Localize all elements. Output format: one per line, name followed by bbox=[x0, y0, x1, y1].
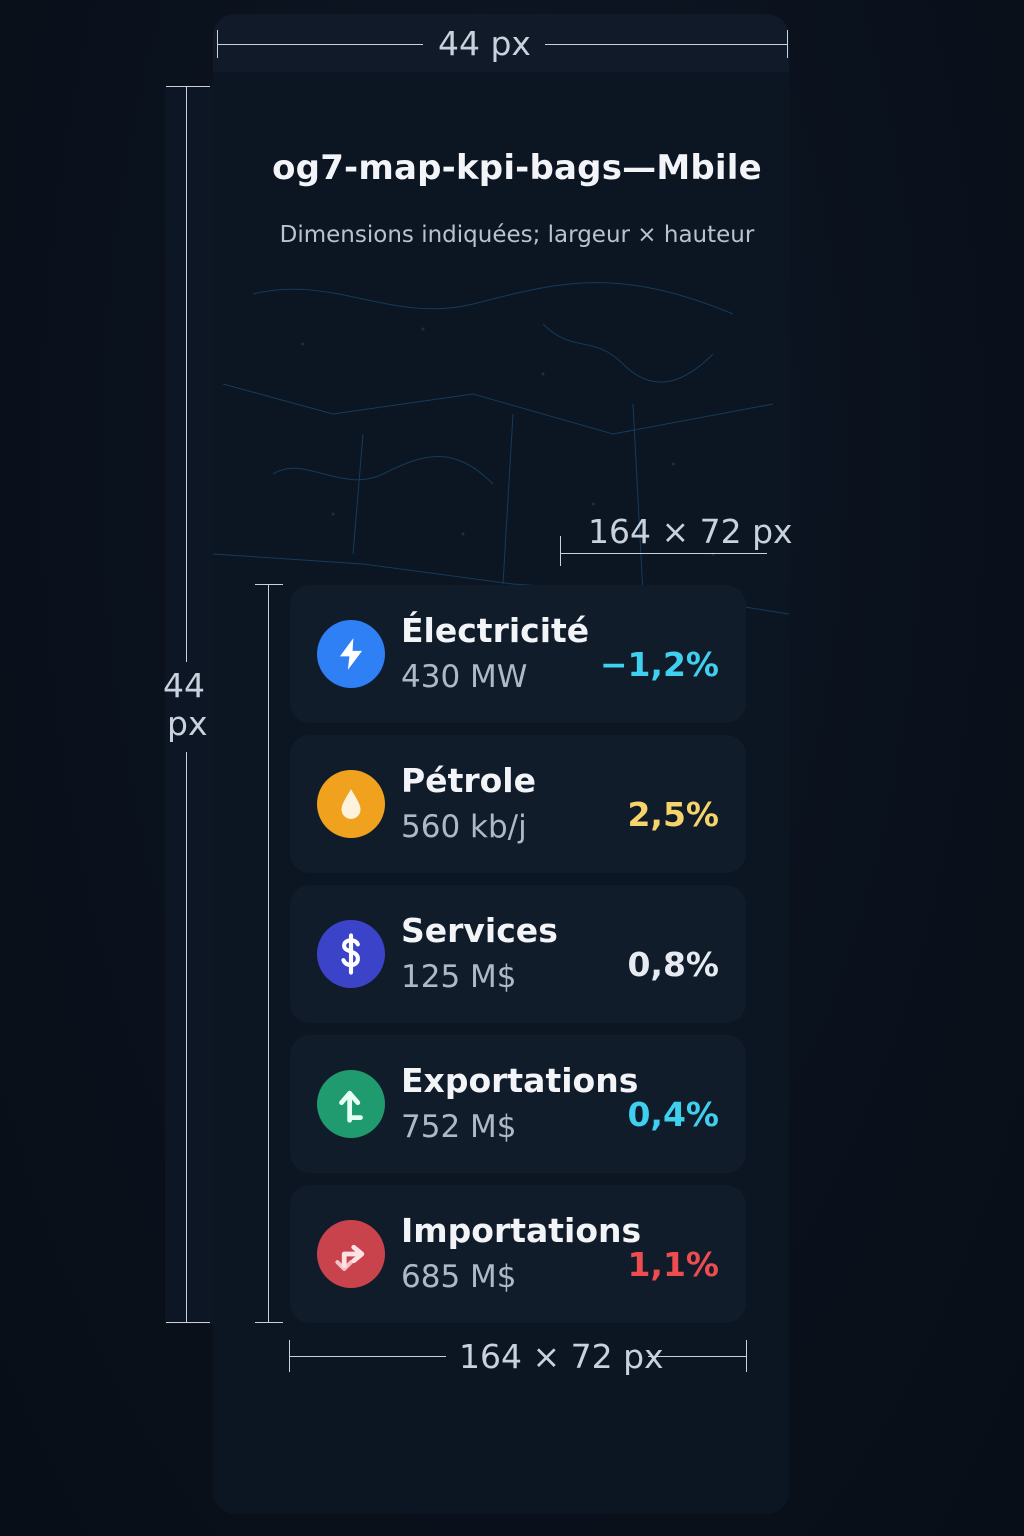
kpi-card-petrole[interactable]: Pétrole 560 kb/j 2,5% bbox=[290, 735, 746, 873]
kpi-card-importations[interactable]: Importations 685 M$ 1,1% bbox=[290, 1185, 746, 1323]
import-arrow-icon bbox=[317, 1220, 385, 1288]
cards-dimension-tick-bottom bbox=[255, 1322, 283, 1323]
left-measure-rail bbox=[165, 86, 213, 1324]
kpi-value: 685 M$ bbox=[401, 1259, 517, 1295]
kpi-change: 0,8% bbox=[627, 945, 719, 984]
card-size-label-top: 164 × 72 px bbox=[588, 512, 793, 551]
left-dimension-value: 44 bbox=[163, 666, 205, 705]
left-dimension-line-bottom bbox=[186, 752, 187, 1322]
kpi-label: Importations bbox=[401, 1211, 642, 1250]
kpi-label: Exportations bbox=[401, 1061, 639, 1100]
kpi-change: 0,4% bbox=[627, 1095, 719, 1134]
kpi-card-services[interactable]: Services 125 M$ 0,8% bbox=[290, 885, 746, 1023]
kpi-value: 125 M$ bbox=[401, 959, 517, 995]
bottom-dimension-line-left bbox=[289, 1356, 446, 1357]
left-dimension-tick-bottom bbox=[166, 1322, 210, 1323]
kpi-label: Pétrole bbox=[401, 761, 536, 800]
kpi-card-list: Électricité 430 MW −1,2% Pétrole 560 kb/… bbox=[290, 585, 746, 1335]
bottom-dimension-line-right bbox=[648, 1356, 747, 1357]
kpi-change: −1,2% bbox=[599, 645, 719, 684]
card-size-label-bottom: 164 × 72 px bbox=[459, 1337, 664, 1376]
bottom-dimension-tick-left bbox=[289, 1340, 290, 1372]
cards-dimension-line bbox=[268, 584, 269, 1322]
kpi-value: 560 kb/j bbox=[401, 809, 527, 845]
card-size-line-top bbox=[560, 553, 767, 554]
left-dimension-line-top bbox=[186, 86, 187, 662]
export-arrow-icon bbox=[317, 1070, 385, 1138]
page-subtitle: Dimensions indiquées; largeur × hauteur bbox=[279, 222, 755, 248]
card-size-tick-top bbox=[560, 536, 561, 566]
page-title: og7-map-kpi-bags—Mbile bbox=[272, 148, 762, 188]
lightning-icon bbox=[317, 620, 385, 688]
kpi-label: Services bbox=[401, 911, 558, 950]
top-dimension-tick-left bbox=[217, 30, 218, 58]
kpi-change: 1,1% bbox=[627, 1245, 719, 1284]
kpi-value: 430 MW bbox=[401, 659, 528, 695]
kpi-card-electricite[interactable]: Électricité 430 MW −1,2% bbox=[290, 585, 746, 723]
top-dimension-line-left bbox=[217, 44, 423, 45]
top-dimension-tick-right bbox=[787, 30, 788, 58]
left-dimension-unit: px bbox=[167, 704, 208, 743]
bottom-dimension-tick-right bbox=[746, 1340, 747, 1372]
top-bar bbox=[213, 14, 789, 72]
oil-drop-icon bbox=[317, 770, 385, 838]
top-dimension-label: 44 px bbox=[438, 24, 531, 63]
map-background bbox=[213, 282, 789, 615]
dollar-icon bbox=[317, 920, 385, 988]
top-dimension-line-right bbox=[545, 44, 787, 45]
kpi-value: 752 M$ bbox=[401, 1109, 517, 1145]
cards-dimension-tick-top bbox=[255, 584, 283, 585]
kpi-card-exportations[interactable]: Exportations 752 M$ 0,4% bbox=[290, 1035, 746, 1173]
kpi-change: 2,5% bbox=[627, 795, 719, 834]
kpi-label: Électricité bbox=[401, 611, 590, 650]
left-dimension-tick-top bbox=[166, 86, 210, 87]
